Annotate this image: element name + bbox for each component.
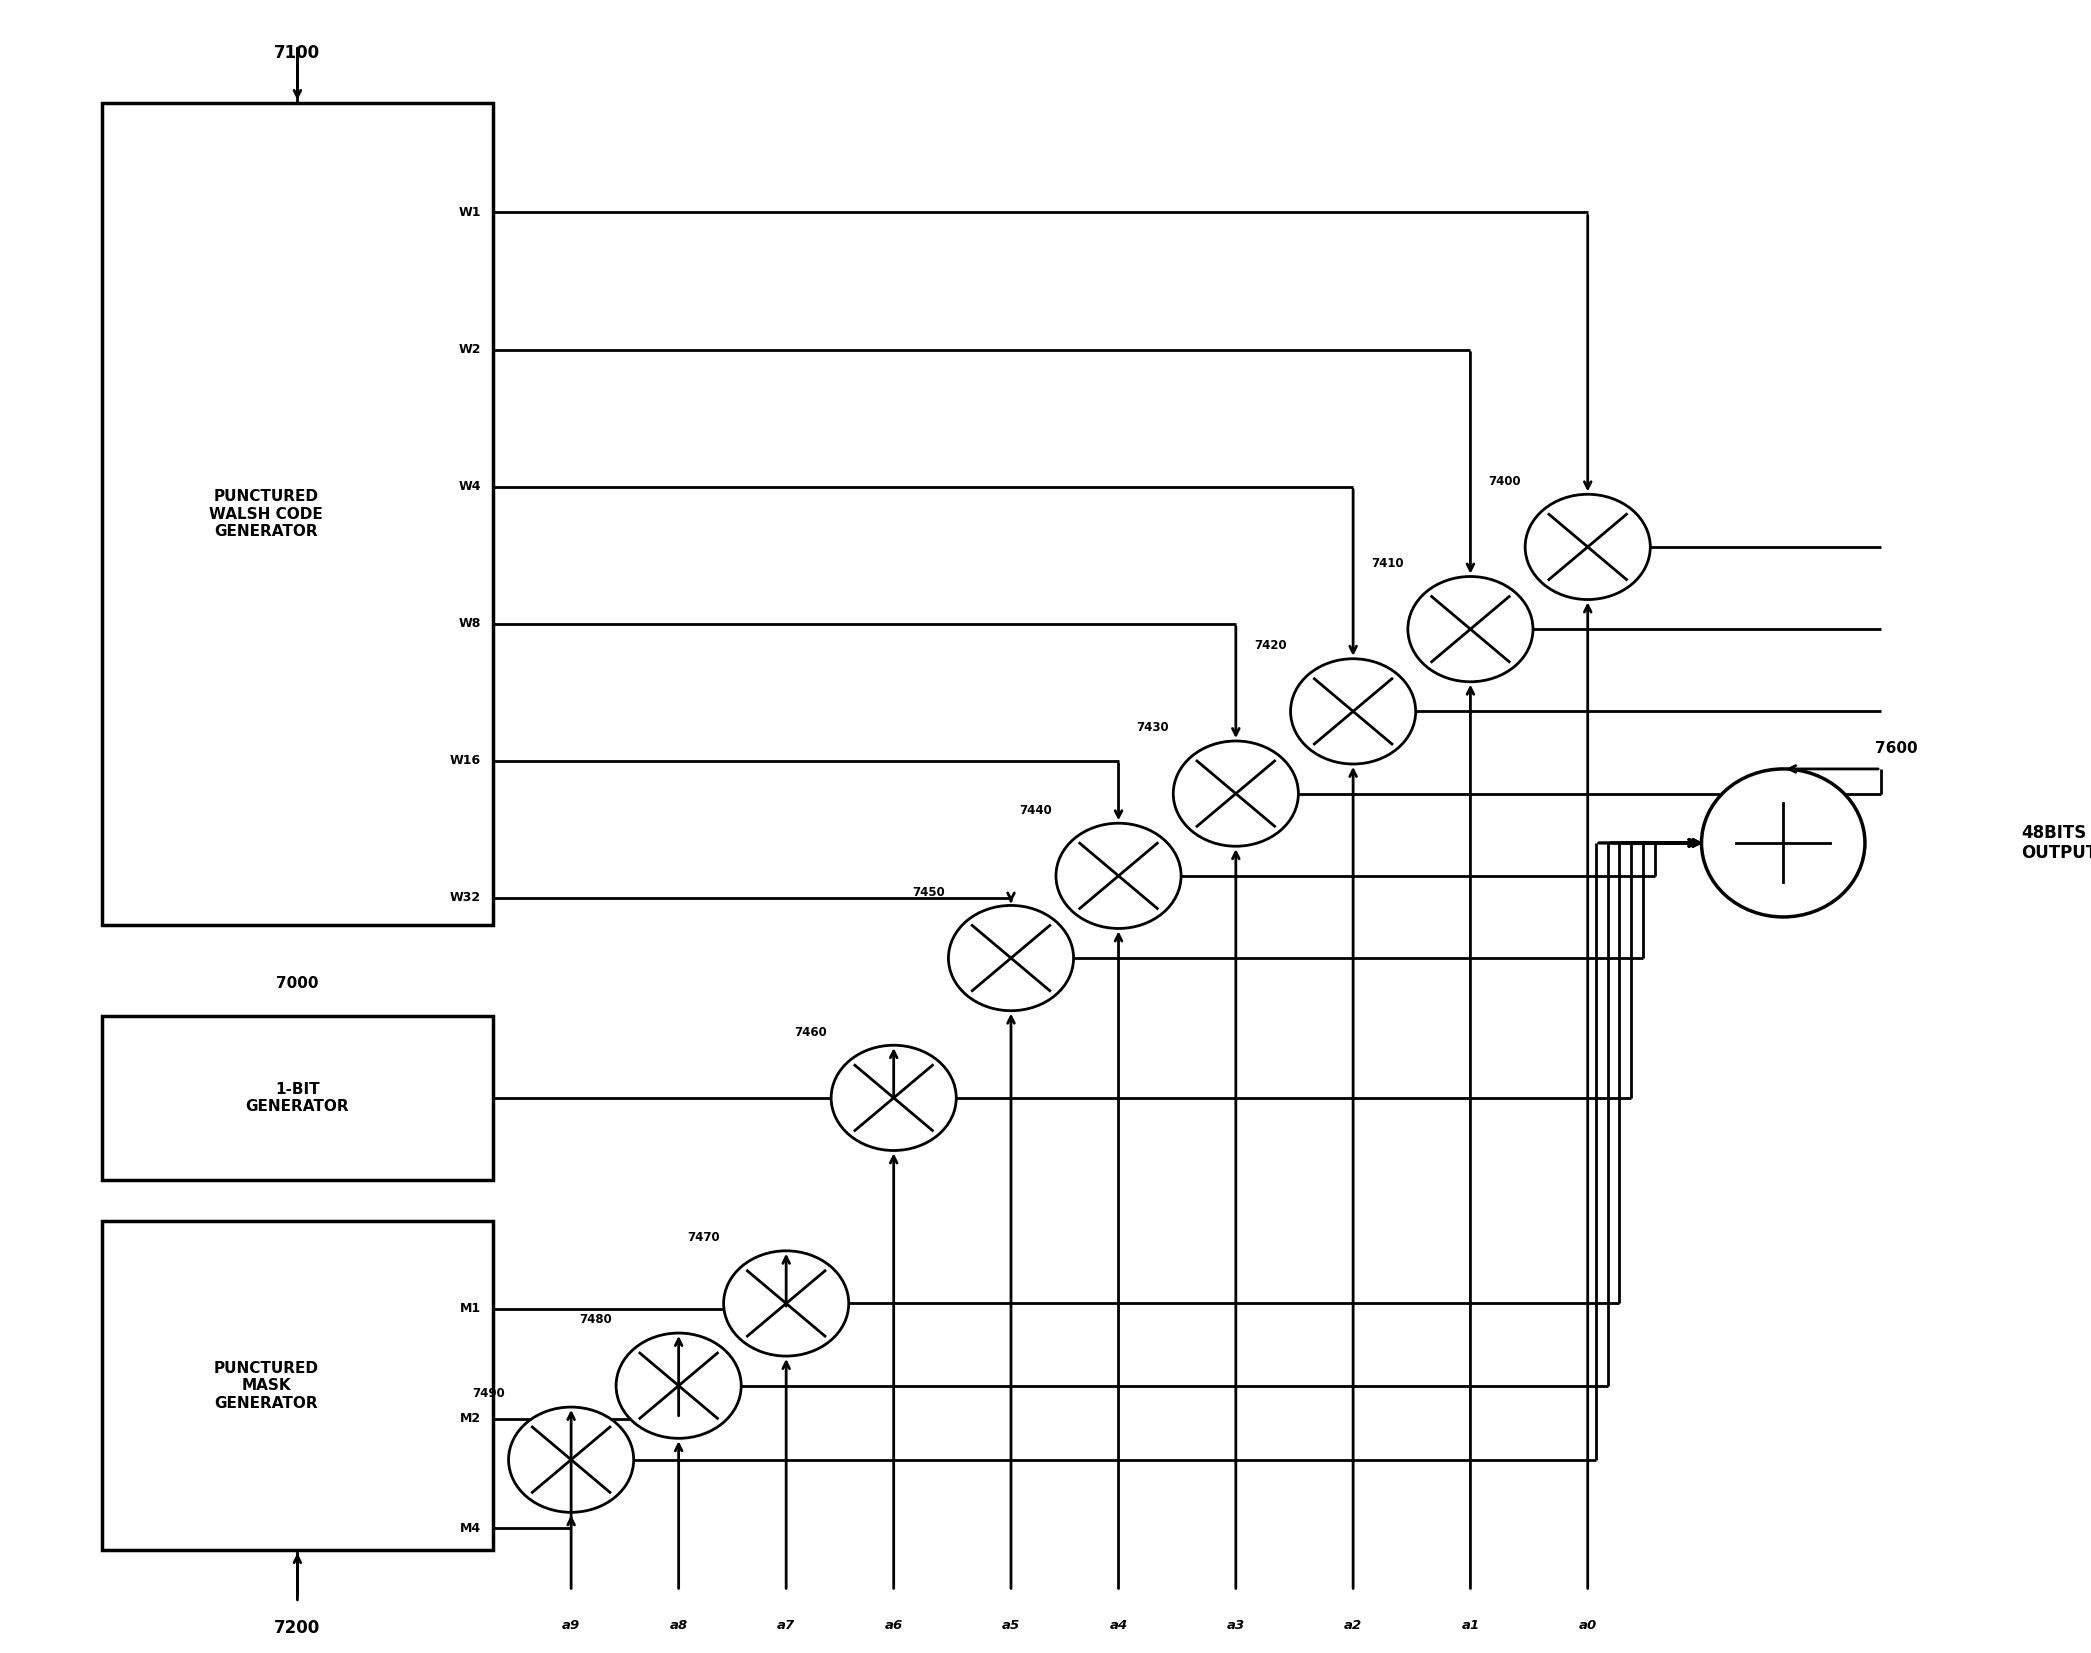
Text: W32: W32 (450, 891, 481, 904)
Circle shape (949, 906, 1073, 1010)
Text: a4: a4 (1110, 1620, 1127, 1633)
Text: a7: a7 (778, 1620, 795, 1633)
Text: 7460: 7460 (795, 1025, 828, 1038)
Text: 7470: 7470 (688, 1231, 719, 1245)
Text: W4: W4 (458, 479, 481, 493)
Text: 7490: 7490 (473, 1387, 504, 1400)
Circle shape (617, 1332, 740, 1438)
Text: a6: a6 (884, 1620, 903, 1633)
Text: W8: W8 (458, 617, 481, 630)
Text: M2: M2 (460, 1412, 481, 1425)
Text: 7200: 7200 (274, 1620, 320, 1636)
Text: a5: a5 (1002, 1620, 1020, 1633)
Text: a3: a3 (1227, 1620, 1244, 1633)
Text: a2: a2 (1345, 1620, 1361, 1633)
Text: 7410: 7410 (1372, 557, 1403, 570)
Text: 7600: 7600 (1876, 741, 1917, 755)
Text: 7100: 7100 (274, 43, 320, 61)
Text: PUNCTURED
MASK
GENERATOR: PUNCTURED MASK GENERATOR (213, 1360, 318, 1410)
Text: 7000: 7000 (276, 975, 318, 990)
Bar (102, 1222, 493, 1551)
Bar (102, 1015, 493, 1180)
Circle shape (1290, 660, 1416, 764)
Text: 7440: 7440 (1018, 803, 1052, 817)
Text: 7430: 7430 (1138, 721, 1169, 734)
Circle shape (723, 1251, 849, 1355)
Circle shape (1056, 823, 1181, 929)
Text: W16: W16 (450, 754, 481, 767)
Text: PUNCTURED
WALSH CODE
GENERATOR: PUNCTURED WALSH CODE GENERATOR (209, 489, 322, 539)
Text: W1: W1 (458, 207, 481, 218)
Text: 1-BIT
GENERATOR: 1-BIT GENERATOR (245, 1081, 349, 1114)
Text: M4: M4 (460, 1522, 481, 1534)
Circle shape (508, 1407, 634, 1512)
Text: a1: a1 (1462, 1620, 1480, 1633)
Text: 7480: 7480 (579, 1314, 613, 1326)
Text: 48BITS
OUTPUT: 48BITS OUTPUT (2022, 823, 2091, 863)
Text: 7420: 7420 (1255, 640, 1286, 653)
Text: a8: a8 (669, 1620, 688, 1633)
Text: 7400: 7400 (1489, 474, 1522, 488)
Circle shape (830, 1045, 956, 1150)
Circle shape (1173, 741, 1299, 846)
Text: 7450: 7450 (912, 886, 945, 899)
Text: M1: M1 (460, 1303, 481, 1316)
Text: a0: a0 (1579, 1620, 1598, 1633)
Bar (102, 102, 493, 926)
Text: W2: W2 (458, 344, 481, 355)
Circle shape (1524, 494, 1650, 600)
Ellipse shape (1702, 769, 1865, 917)
Text: a9: a9 (562, 1620, 579, 1633)
Circle shape (1407, 577, 1533, 681)
